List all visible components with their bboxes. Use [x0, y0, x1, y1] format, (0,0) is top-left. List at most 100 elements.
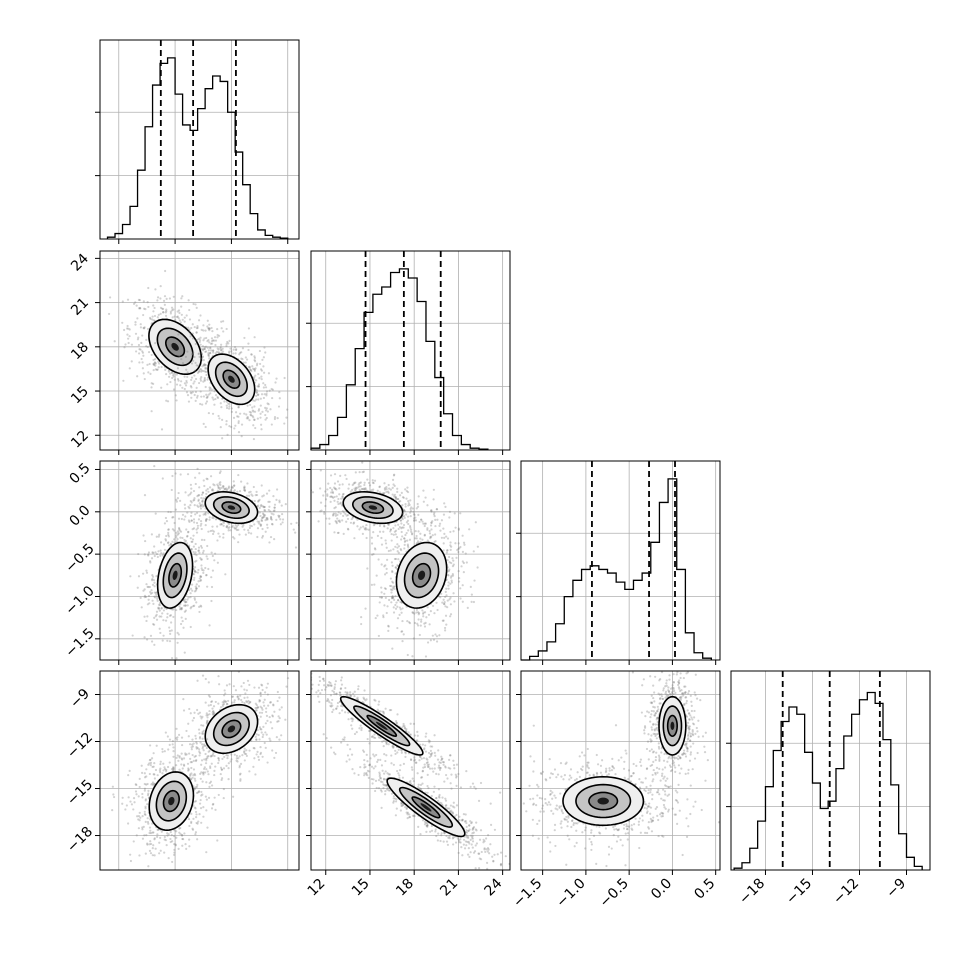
sample-point — [261, 504, 264, 508]
sample-point — [339, 512, 342, 515]
sample-point — [329, 474, 333, 477]
sample-point — [225, 404, 228, 407]
sample-point — [339, 474, 342, 477]
sample-point — [402, 523, 406, 527]
sample-point — [198, 368, 201, 371]
sample-point — [206, 378, 209, 381]
sample-point — [271, 714, 274, 717]
sample-point — [284, 718, 287, 721]
sample-point — [192, 534, 195, 537]
sample-point — [218, 334, 221, 337]
sample-point — [205, 518, 209, 521]
sample-point — [170, 306, 174, 309]
sample-point — [124, 343, 127, 346]
sample-point — [166, 612, 169, 615]
sample-point — [154, 551, 157, 554]
sample-point — [204, 677, 207, 681]
sample-point — [212, 349, 215, 352]
sample-point — [225, 702, 228, 705]
sample-point — [192, 351, 195, 354]
sample-point — [214, 397, 217, 401]
sample-point — [189, 774, 192, 777]
sample-point — [265, 492, 269, 495]
sample-point — [256, 520, 259, 523]
sample-point — [260, 375, 263, 378]
hist-p1-panel — [306, 250, 511, 455]
sample-point — [229, 489, 232, 492]
sample-point — [402, 496, 405, 499]
sample-point — [171, 860, 174, 864]
sample-point — [390, 597, 394, 600]
sample-point — [398, 606, 401, 609]
sample-point — [389, 577, 392, 580]
sample-point — [272, 704, 275, 707]
sample-point — [217, 756, 220, 760]
sample-point — [339, 501, 342, 504]
sample-point — [218, 417, 221, 420]
sample-point — [283, 422, 286, 425]
sample-point — [429, 610, 432, 613]
sample-point — [256, 728, 259, 732]
sample-point — [136, 317, 139, 320]
sample-point — [221, 418, 224, 421]
sample-point — [243, 688, 246, 691]
sample-point — [200, 821, 203, 824]
sample-point — [199, 556, 202, 560]
sample-point — [162, 762, 165, 765]
sample-point — [205, 851, 208, 854]
sample-point — [162, 311, 165, 314]
sample-point — [250, 353, 253, 356]
sample-point — [190, 519, 193, 522]
sample-point — [364, 528, 367, 531]
sample-point — [377, 558, 380, 561]
sample-point — [373, 479, 377, 482]
sample-point — [204, 402, 208, 405]
panel-frame — [99, 460, 300, 661]
sample-point — [147, 594, 151, 598]
sample-point — [256, 706, 259, 709]
sample-point — [416, 540, 420, 543]
sample-point — [376, 534, 380, 537]
sample-point — [138, 348, 141, 351]
sample-point — [450, 579, 453, 582]
sample-point — [201, 793, 204, 796]
sample-point — [202, 339, 205, 342]
sample-point — [423, 625, 427, 628]
sample-point — [171, 474, 174, 478]
y-tick-label: 15 — [68, 383, 92, 407]
sample-point — [258, 376, 261, 380]
sample-point — [152, 310, 155, 313]
sample-point — [143, 494, 147, 497]
sample-point — [394, 607, 398, 610]
sample-point — [188, 330, 191, 333]
sample-point — [367, 481, 371, 485]
sample-point — [427, 613, 431, 616]
sample-point — [418, 633, 421, 637]
sample-point — [358, 485, 361, 488]
sample-point — [199, 507, 203, 510]
sample-point — [418, 520, 421, 524]
sample-point — [206, 487, 209, 491]
sample-point — [398, 613, 401, 616]
sample-point — [206, 346, 209, 349]
sample-point — [272, 509, 275, 512]
sample-point — [347, 528, 350, 531]
sample-point — [154, 288, 157, 291]
sample-point — [239, 772, 242, 775]
sample-point — [199, 741, 202, 744]
sample-point — [211, 339, 215, 342]
sample-point — [240, 435, 243, 438]
sample-point — [353, 487, 356, 490]
sample-point — [144, 852, 147, 855]
sample-point — [193, 569, 196, 572]
sample-point — [204, 385, 207, 389]
sample-point — [177, 491, 180, 495]
sample-point — [141, 796, 144, 799]
sample-point — [186, 534, 189, 538]
sample-point — [243, 759, 246, 762]
sample-point — [183, 651, 186, 654]
sample-point — [192, 499, 195, 502]
sample-point — [193, 755, 196, 758]
sample-point — [224, 487, 228, 490]
sample-point — [157, 603, 161, 606]
